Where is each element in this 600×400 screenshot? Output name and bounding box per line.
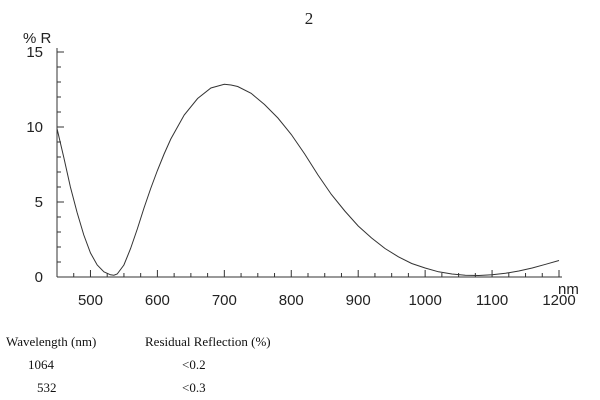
minor-ticks bbox=[56, 51, 560, 278]
reflection-curve bbox=[56, 83, 560, 277]
chart-title: 2 bbox=[305, 9, 314, 28]
x-tick-label: 900 bbox=[346, 292, 371, 309]
x-tick-label: 500 bbox=[78, 292, 103, 309]
table-header-wavelength: Wavelength (nm) bbox=[6, 334, 96, 349]
x-axis-label: nm bbox=[558, 281, 579, 298]
y-tick-label: 0 bbox=[35, 269, 43, 286]
y-tick-label: 15 bbox=[26, 44, 43, 61]
x-tick-label: 1100 bbox=[476, 292, 508, 309]
table-cell-reflection: <0.3 bbox=[182, 380, 206, 395]
y-tick-label: 10 bbox=[26, 119, 43, 136]
results-table: Wavelength (nm) Residual Reflection (%) … bbox=[6, 334, 271, 395]
y-tick-labels: 0 5 10 15 bbox=[26, 44, 43, 286]
table-cell-reflection: <0.2 bbox=[182, 357, 206, 372]
table-cell-wavelength: 532 bbox=[37, 380, 57, 395]
x-tick-label: 700 bbox=[212, 292, 237, 309]
x-tick-label: 800 bbox=[279, 292, 304, 309]
table-cell-wavelength: 1064 bbox=[28, 357, 55, 372]
y-axis-label: % R bbox=[23, 30, 52, 47]
x-tick-label: 600 bbox=[145, 292, 170, 309]
y-tick-label: 5 bbox=[35, 194, 43, 211]
x-tick-label: 1000 bbox=[408, 292, 441, 309]
table-header-reflection: Residual Reflection (%) bbox=[145, 334, 271, 349]
x-tick-labels: 500 600 700 800 900 1000 1100 1200 bbox=[78, 292, 576, 309]
x-tick-label: 1200 bbox=[542, 292, 575, 309]
